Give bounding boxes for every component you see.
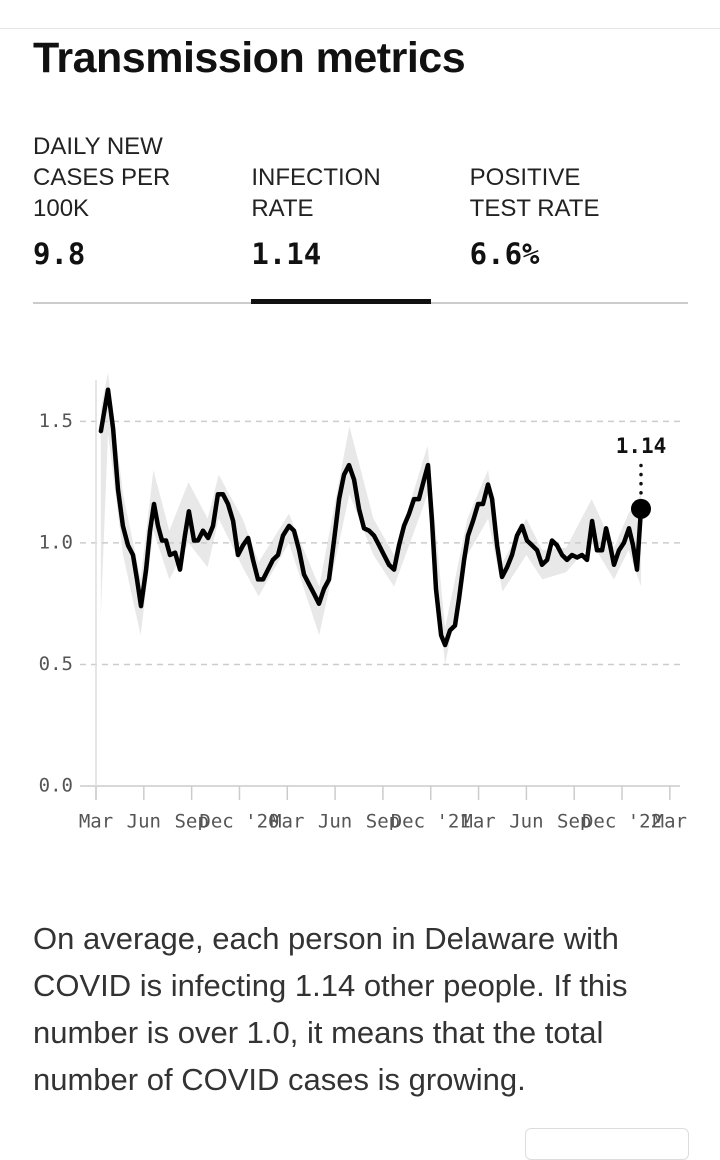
tab-label: DAILY NEW CASES PER 100K xyxy=(33,133,171,222)
x-tick-label: Jun xyxy=(127,811,161,831)
description: On average, each person in Delaware with… xyxy=(33,921,628,1097)
divider xyxy=(0,28,720,29)
tab-label: INFECTION RATE xyxy=(251,164,381,222)
metric-tab[interactable]: INFECTION RATE 1.14 xyxy=(251,125,469,304)
page-title: Transmission metrics xyxy=(33,34,466,82)
metric-tab[interactable]: DAILY NEW CASES PER 100K 9.8 xyxy=(33,125,251,302)
latest-point xyxy=(630,498,651,519)
tab-label: POSITIVE TEST RATE xyxy=(469,164,600,222)
x-tick-label: Sep xyxy=(557,811,591,831)
tab-value: 9.8 xyxy=(33,237,86,271)
y-tick-label: 0.5 xyxy=(39,653,73,675)
x-tick-label: Mar xyxy=(79,811,113,831)
confidence-band xyxy=(100,372,642,665)
y-tick-label: 0.0 xyxy=(39,775,73,797)
x-tick-label: Dec '20 xyxy=(199,811,279,831)
x-tick-label: Dec '21 xyxy=(391,811,471,831)
x-tick-label: Mar xyxy=(270,811,304,831)
line-series xyxy=(98,387,644,648)
metric-tab[interactable]: POSITIVE TEST RATE 6.6% xyxy=(470,125,688,302)
tab-value: 1.14 xyxy=(251,237,322,271)
active-underline xyxy=(251,299,432,304)
metric-tabs: DAILY NEW CASES PER 100K 9.8 INFECTION RAT… xyxy=(33,125,688,304)
button-edge[interactable] xyxy=(525,1128,689,1160)
x-tick-label: Jun xyxy=(318,811,352,831)
x-tick-label: Mar xyxy=(461,811,495,831)
tab-value: 6.6% xyxy=(469,237,540,271)
x-tick-label: Sep xyxy=(174,811,208,831)
x-tick-label: Dec '22 xyxy=(582,811,662,831)
x-tick-label: Mar xyxy=(653,811,687,831)
x-tick-label: Sep xyxy=(366,811,400,831)
y-tick-label: 1.0 xyxy=(39,531,73,553)
latest-value-label: 1.14 xyxy=(616,434,667,458)
y-tick-label: 1.5 xyxy=(39,410,73,432)
x-tick-label: Jun xyxy=(509,811,543,831)
